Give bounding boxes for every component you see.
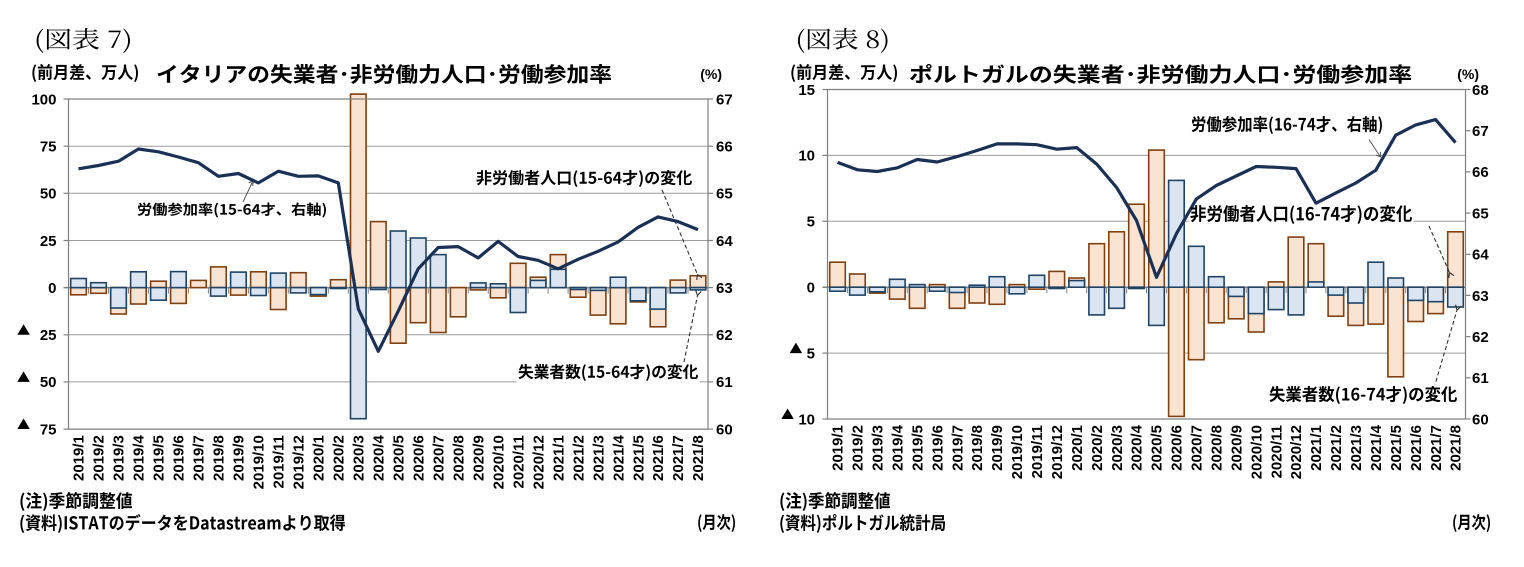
svg-text:2019/8: 2019/8 [211, 435, 228, 481]
svg-text:2019/4: 2019/4 [131, 434, 148, 481]
svg-text:75: 75 [40, 139, 57, 156]
svg-text:2019/11: 2019/11 [271, 435, 288, 488]
svg-text:2019/7: 2019/7 [191, 435, 208, 481]
svg-text:2019/6: 2019/6 [929, 425, 946, 471]
svg-text:65: 65 [1472, 205, 1489, 222]
svg-text:63: 63 [716, 280, 733, 297]
svg-text:2020/7: 2020/7 [430, 435, 447, 481]
svg-text:2020/4: 2020/4 [371, 434, 388, 481]
svg-text:67: 67 [1472, 123, 1489, 140]
svg-text:2020/3: 2020/3 [351, 435, 368, 481]
svg-text:25: 25 [40, 327, 57, 344]
svg-text:2019/10: 2019/10 [1009, 425, 1026, 479]
svg-text:0: 0 [48, 280, 56, 297]
svg-text:2020/6: 2020/6 [1169, 425, 1186, 471]
svg-text:2021/2: 2021/2 [1328, 425, 1345, 471]
svg-text:10: 10 [798, 148, 815, 165]
svg-text:2020/1: 2020/1 [1069, 425, 1086, 471]
svg-text:2019/8: 2019/8 [969, 425, 986, 471]
svg-text:65: 65 [716, 186, 733, 203]
svg-text:2020/8: 2020/8 [1209, 425, 1226, 471]
svg-text:62: 62 [1472, 329, 1489, 346]
svg-text:2021/4: 2021/4 [1368, 424, 1385, 471]
svg-text:2020/2: 2020/2 [331, 435, 348, 481]
svg-text:64: 64 [716, 233, 733, 250]
svg-text:2020/2: 2020/2 [1089, 425, 1106, 471]
svg-text:63: 63 [1472, 288, 1489, 305]
svg-text:2020/5: 2020/5 [390, 435, 407, 481]
svg-text:2019/12: 2019/12 [291, 435, 308, 489]
svg-text:60: 60 [716, 421, 733, 438]
svg-text:2020/12: 2020/12 [530, 435, 547, 489]
svg-text:62: 62 [716, 327, 733, 344]
svg-text:61: 61 [1472, 370, 1489, 387]
svg-text:2021/7: 2021/7 [1428, 425, 1445, 471]
svg-text:68: 68 [1472, 82, 1489, 99]
svg-text:2020/5: 2020/5 [1149, 425, 1166, 471]
svg-text:2019/9: 2019/9 [231, 435, 248, 481]
svg-text:(%): (%) [1457, 66, 1479, 82]
svg-text:66: 66 [716, 139, 733, 156]
svg-text:2019/5: 2019/5 [909, 425, 926, 471]
svg-text:2021/4: 2021/4 [610, 434, 627, 481]
svg-text:2019/9: 2019/9 [989, 425, 1006, 471]
svg-text:2021/6: 2021/6 [1408, 425, 1425, 471]
svg-text:60: 60 [1472, 411, 1489, 428]
svg-text:2020/12: 2020/12 [1288, 425, 1305, 479]
svg-text:2019/2: 2019/2 [850, 425, 867, 471]
svg-text:2021/3: 2021/3 [1348, 425, 1365, 471]
svg-text:25: 25 [40, 233, 57, 250]
svg-text:61: 61 [716, 374, 733, 391]
svg-text:2020/10: 2020/10 [490, 435, 507, 489]
svg-text:2019/5: 2019/5 [151, 435, 168, 481]
svg-text:15: 15 [798, 82, 815, 99]
svg-text:2019/3: 2019/3 [111, 435, 128, 481]
svg-text:2021/1: 2021/1 [550, 435, 567, 481]
svg-text:2021/3: 2021/3 [590, 435, 607, 481]
svg-text:2021/5: 2021/5 [630, 435, 647, 481]
svg-text:2020/10: 2020/10 [1248, 425, 1265, 479]
svg-text:66: 66 [1472, 164, 1489, 181]
svg-text:5: 5 [807, 214, 815, 231]
svg-text:50: 50 [40, 186, 57, 203]
svg-text:5: 5 [807, 345, 815, 362]
svg-text:2019/11: 2019/11 [1029, 425, 1046, 478]
svg-text:2021/7: 2021/7 [670, 435, 687, 481]
svg-text:2020/1: 2020/1 [311, 435, 328, 481]
svg-text:0: 0 [807, 280, 815, 297]
svg-text:2019/12: 2019/12 [1049, 425, 1066, 479]
svg-text:2019/3: 2019/3 [870, 425, 887, 471]
svg-text:2019/1: 2019/1 [830, 425, 847, 471]
svg-text:10: 10 [798, 411, 815, 428]
svg-text:2019/10: 2019/10 [251, 435, 268, 489]
svg-text:2020/9: 2020/9 [1228, 425, 1245, 471]
svg-text:2019/4: 2019/4 [890, 424, 907, 471]
svg-text:100: 100 [31, 91, 56, 108]
svg-text:(%): (%) [700, 66, 722, 82]
svg-text:2019/2: 2019/2 [91, 435, 108, 481]
svg-text:2019/1: 2019/1 [71, 435, 88, 481]
svg-text:2019/7: 2019/7 [949, 425, 966, 471]
svg-text:2020/8: 2020/8 [450, 435, 467, 481]
svg-text:2020/3: 2020/3 [1109, 425, 1126, 471]
svg-text:2020/7: 2020/7 [1189, 425, 1206, 471]
svg-text:2020/11: 2020/11 [1268, 425, 1285, 478]
svg-text:2021/2: 2021/2 [570, 435, 587, 481]
svg-text:2020/9: 2020/9 [470, 435, 487, 481]
svg-text:2021/8: 2021/8 [1448, 425, 1465, 471]
svg-text:2019/6: 2019/6 [171, 435, 188, 481]
svg-text:2021/1: 2021/1 [1308, 425, 1325, 471]
svg-text:67: 67 [716, 91, 733, 108]
svg-text:2021/8: 2021/8 [690, 435, 707, 481]
svg-text:2021/6: 2021/6 [650, 435, 667, 481]
svg-text:2020/11: 2020/11 [510, 435, 527, 488]
svg-text:2020/6: 2020/6 [410, 435, 427, 481]
svg-text:2021/5: 2021/5 [1388, 425, 1405, 471]
svg-text:50: 50 [40, 374, 57, 391]
svg-text:2020/4: 2020/4 [1129, 424, 1146, 471]
svg-text:75: 75 [40, 421, 57, 438]
svg-text:64: 64 [1472, 247, 1489, 264]
